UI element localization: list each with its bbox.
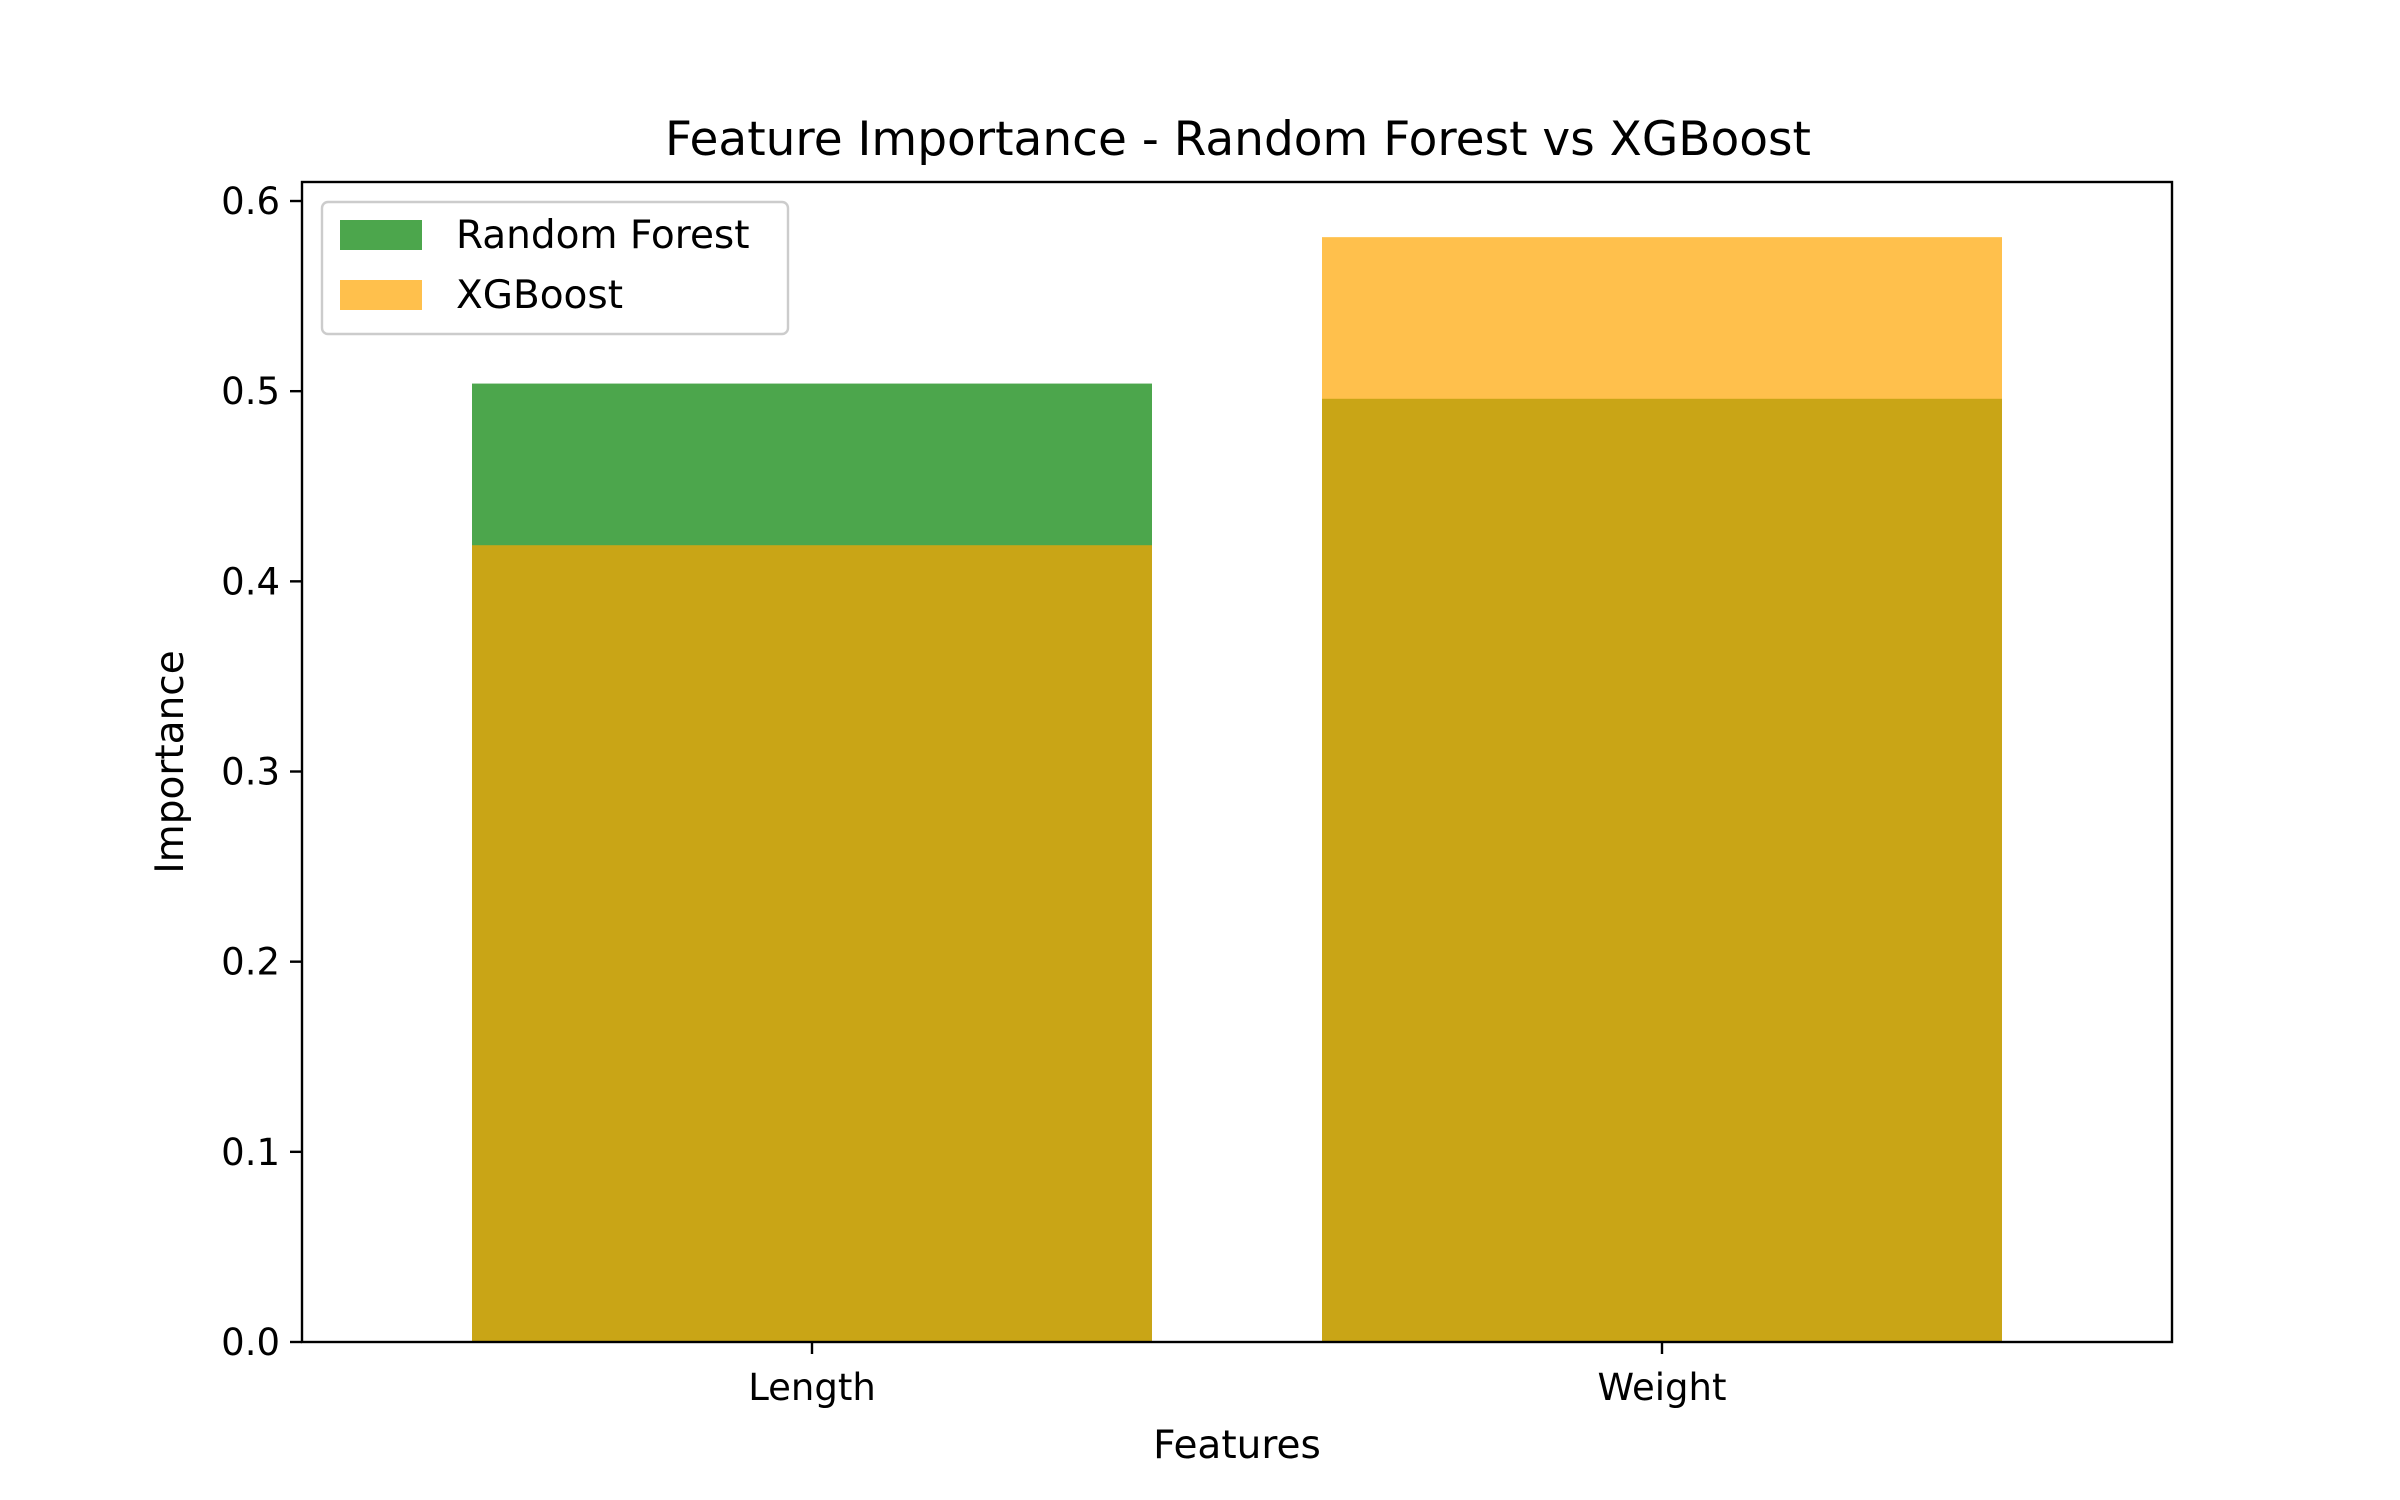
legend-label-xgboost: XGBoost <box>456 273 623 318</box>
x-tick-label: Weight <box>1598 1366 1727 1409</box>
legend: Random Forest XGBoost <box>320 200 790 336</box>
y-tick-label: 0.6 <box>221 180 280 223</box>
legend-swatch-random-forest <box>340 220 422 250</box>
x-tick-label: Length <box>748 1366 876 1409</box>
y-tick-label: 0.4 <box>221 560 280 603</box>
bar-xgboost-weight <box>1322 237 2002 1342</box>
y-tick-label: 0.3 <box>221 751 280 794</box>
legend-swatch-xgboost <box>340 280 422 310</box>
legend-frame <box>320 200 790 336</box>
plot-area-frame <box>300 180 2174 1344</box>
bars-layer <box>472 237 2002 1343</box>
chart-title: Feature Importance - Random Forest vs XG… <box>665 112 1811 167</box>
y-tick-label: 0.2 <box>221 941 280 984</box>
y-tick-label: 0.1 <box>221 1131 280 1174</box>
y-tick-label: 0.0 <box>221 1321 280 1364</box>
x-axis-label: Features <box>1153 1423 1321 1468</box>
y-axis: 0.0 0.1 0.2 0.3 0.4 0.5 0.6 <box>221 180 302 1364</box>
y-axis-label: Importance <box>148 650 193 874</box>
y-tick-label: 0.5 <box>221 370 280 413</box>
x-axis: Length Weight <box>748 1342 1726 1409</box>
legend-label-random-forest: Random Forest <box>456 213 750 258</box>
bar-xgboost-length <box>472 545 1152 1342</box>
